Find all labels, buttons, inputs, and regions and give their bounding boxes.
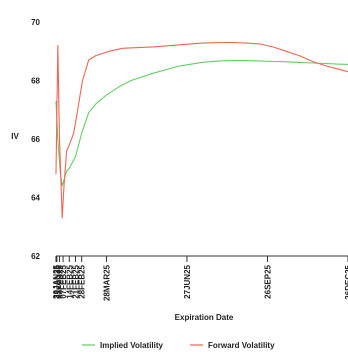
implied-volatility-line [55, 60, 348, 187]
forward-volatility-line [55, 41, 348, 219]
x-tick-label: 28FEB25 [78, 264, 87, 298]
x-tick-label: 14FEB25 [65, 264, 74, 298]
x-tick-label: 07FEB25 [59, 264, 68, 298]
y-tick-label: 70 [31, 18, 40, 27]
y-axis: 62 64 66 68 70 [31, 18, 40, 261]
x-axis-title: Expiration Date [175, 313, 234, 322]
x-tick-label: 31JAN25 [53, 264, 62, 298]
x-tick-label: 27JUN25 [183, 264, 192, 298]
x-tick-label: 26SEP25 [263, 264, 272, 298]
x-tick-label: 30JAN25 [52, 264, 61, 298]
y-tick-label: 68 [31, 77, 40, 86]
y-tick-label: 64 [31, 194, 40, 203]
x-tick-label: 26DEC25 [344, 264, 348, 299]
legend-label: Implied Volatility [100, 341, 164, 350]
legend: Implied Volatility Forward Volatility [82, 341, 275, 350]
x-tick-label: 21FEB25 [71, 264, 80, 298]
legend-label: Forward Volatility [208, 341, 275, 350]
series-lines [55, 41, 348, 219]
x-tick-label: 03FEB25 [56, 264, 65, 298]
y-tick-label: 66 [31, 135, 40, 144]
x-tick-label: 28MAR25 [102, 264, 111, 301]
y-tick-label: 62 [31, 252, 40, 261]
x-axis: 30JAN2531JAN2503FEB2507FEB2514FEB2521FEB… [52, 255, 348, 301]
y-axis-title: IV [11, 132, 19, 141]
